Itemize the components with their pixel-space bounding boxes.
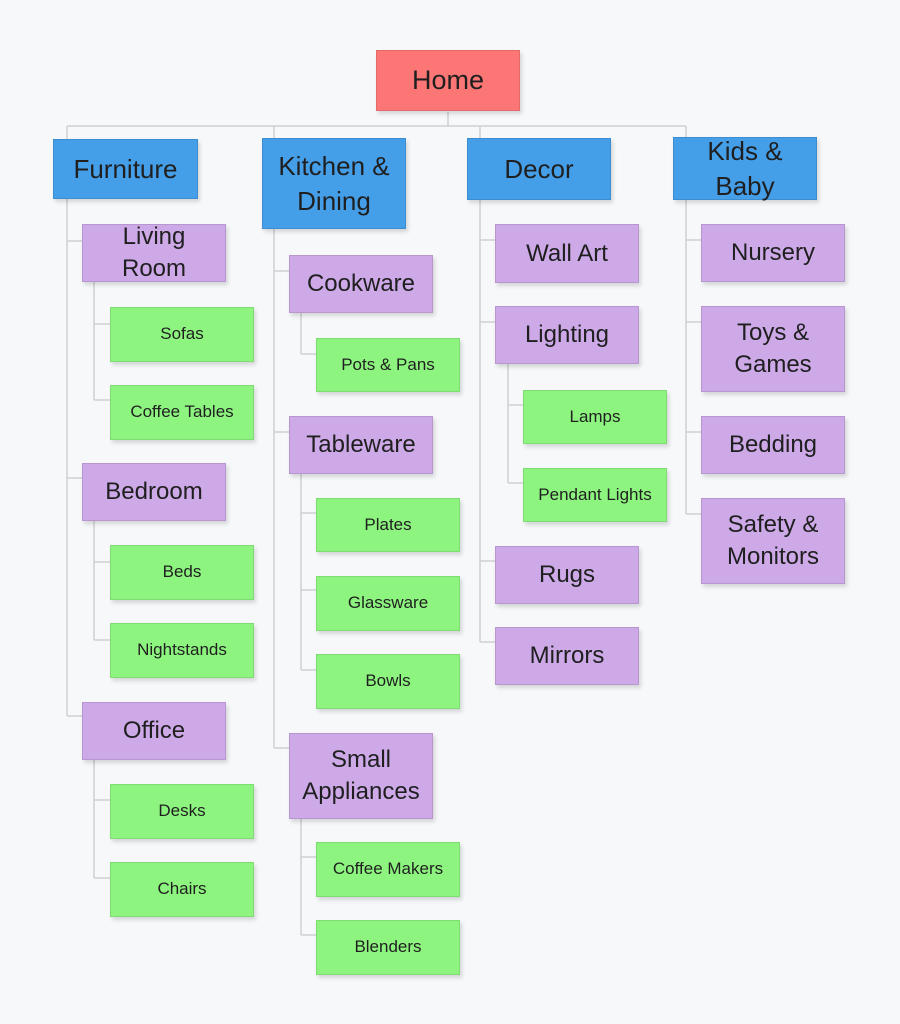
node-tableware: Tableware <box>289 416 433 474</box>
node-bedding: Bedding <box>701 416 845 474</box>
node-pendant-lights: Pendant Lights <box>523 468 667 522</box>
node-desks: Desks <box>110 784 254 839</box>
node-beds: Beds <box>110 545 254 600</box>
node-rugs: Rugs <box>495 546 639 604</box>
node-nursery: Nursery <box>701 224 845 282</box>
node-kitchen-dining: Kitchen & Dining <box>262 138 406 229</box>
node-coffee-tables: Coffee Tables <box>110 385 254 440</box>
node-office: Office <box>82 702 226 760</box>
node-kids-baby: Kids & Baby <box>673 136 817 201</box>
node-home: Home <box>376 50 520 111</box>
node-plates: Plates <box>316 498 460 552</box>
node-furniture: Furniture <box>53 139 198 199</box>
node-lighting: Lighting <box>495 306 639 364</box>
node-glassware: Glassware <box>316 576 460 631</box>
node-bedroom: Bedroom <box>82 463 226 521</box>
node-chairs: Chairs <box>110 862 254 917</box>
node-toys-games: Toys & Games <box>701 306 845 392</box>
node-mirrors: Mirrors <box>495 627 639 685</box>
node-pots-pans: Pots & Pans <box>316 338 460 392</box>
node-coffee-makers: Coffee Makers <box>316 842 460 897</box>
node-lamps: Lamps <box>523 390 667 444</box>
node-living-room: Living Room <box>82 223 226 282</box>
node-bowls: Bowls <box>316 654 460 709</box>
node-safety-monitors: Safety & Monitors <box>701 498 845 584</box>
node-nightstands: Nightstands <box>110 623 254 678</box>
node-small-appliances: Small Appliances <box>289 733 433 819</box>
node-blenders: Blenders <box>316 920 460 975</box>
node-wall-art: Wall Art <box>495 224 639 283</box>
node-sofas: Sofas <box>110 307 254 362</box>
node-decor: Decor <box>467 138 611 200</box>
node-cookware: Cookware <box>289 255 433 313</box>
